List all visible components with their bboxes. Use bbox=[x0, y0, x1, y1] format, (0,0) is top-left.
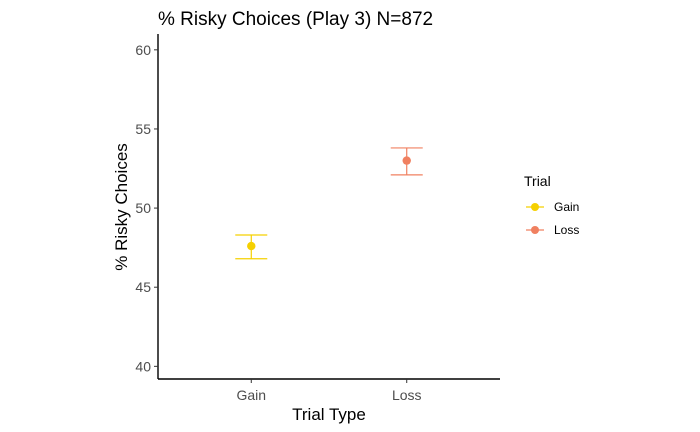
legend-key-point bbox=[531, 203, 539, 211]
y-tick-label: 40 bbox=[135, 358, 151, 374]
x-axis-title: Trial Type bbox=[292, 405, 366, 424]
legend-key-point bbox=[531, 226, 539, 234]
legend-label: Loss bbox=[554, 223, 579, 237]
series-loss bbox=[390, 147, 423, 176]
y-axis-ticks: 40 45 50 55 60 bbox=[135, 42, 158, 374]
data-point bbox=[247, 241, 256, 251]
y-tick-label: 45 bbox=[135, 279, 151, 295]
y-tick-label: 55 bbox=[135, 121, 151, 137]
data-marks bbox=[235, 147, 423, 260]
y-tick-label: 50 bbox=[135, 200, 151, 216]
legend-items: Gain Loss bbox=[526, 200, 579, 237]
legend: Trial Gain Loss bbox=[524, 173, 579, 237]
series-gain bbox=[235, 234, 268, 260]
chart-title: % Risky Choices (Play 3) N=872 bbox=[158, 9, 433, 30]
plot-area: 40 45 50 55 60 Gain Loss bbox=[135, 34, 500, 403]
legend-title: Trial bbox=[524, 173, 551, 189]
legend-item-loss: Loss bbox=[526, 223, 579, 237]
x-axis-ticks: Gain Loss bbox=[236, 379, 422, 403]
legend-label: Gain bbox=[554, 200, 579, 214]
x-tick-label: Gain bbox=[236, 387, 266, 403]
legend-item-gain: Gain bbox=[526, 200, 579, 214]
data-point bbox=[402, 156, 411, 165]
x-tick-label: Loss bbox=[392, 387, 422, 403]
y-tick-label: 60 bbox=[135, 42, 151, 58]
y-axis-title: % Risky Choices bbox=[112, 143, 131, 271]
